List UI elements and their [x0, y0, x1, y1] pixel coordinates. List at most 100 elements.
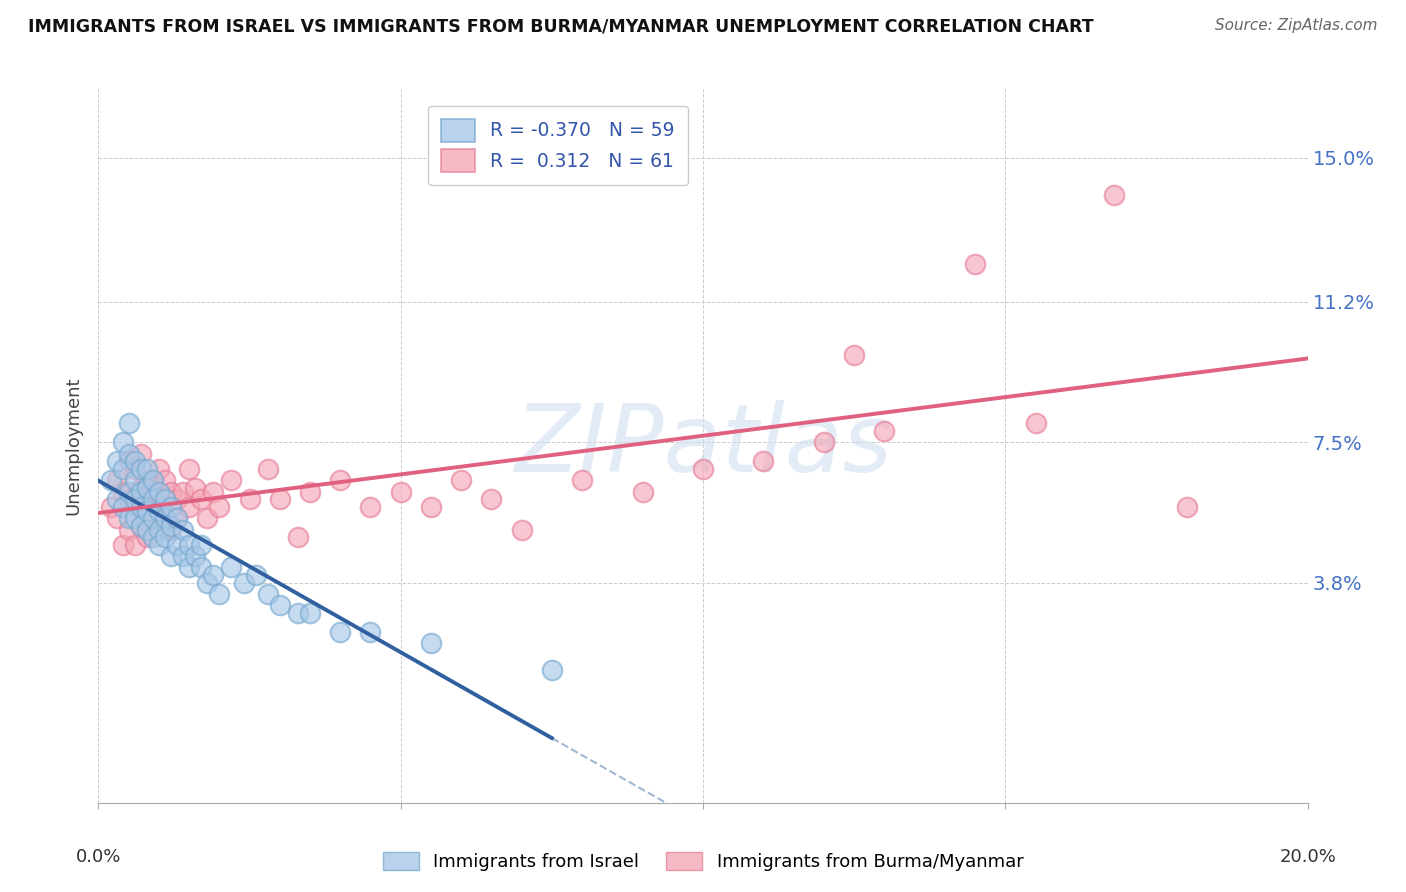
- Point: [124, 473, 146, 487]
- Point: [360, 625, 382, 640]
- Point: [105, 473, 128, 487]
- Point: [389, 484, 412, 499]
- Point: [129, 462, 152, 476]
- Point: [118, 484, 141, 499]
- Point: [1102, 188, 1125, 202]
- Point: [142, 473, 165, 487]
- Point: [148, 503, 170, 517]
- Point: [190, 492, 212, 507]
- Point: [256, 462, 278, 476]
- Point: [166, 492, 188, 507]
- Point: [105, 511, 128, 525]
- Point: [118, 523, 141, 537]
- Point: [129, 481, 152, 495]
- Point: [129, 518, 152, 533]
- Point: [148, 462, 170, 476]
- Legend: R = -0.370   N = 59, R =  0.312   N = 61: R = -0.370 N = 59, R = 0.312 N = 61: [429, 106, 688, 186]
- Point: [124, 454, 146, 468]
- Point: [873, 424, 896, 438]
- Point: [172, 549, 194, 563]
- Point: [142, 492, 165, 507]
- Point: [179, 462, 201, 476]
- Point: [153, 473, 176, 487]
- Text: ZIPatlas: ZIPatlas: [515, 401, 891, 491]
- Point: [118, 447, 141, 461]
- Point: [124, 492, 146, 507]
- Point: [153, 492, 176, 507]
- Point: [195, 575, 218, 590]
- Point: [153, 511, 176, 525]
- Point: [129, 484, 152, 499]
- Point: [166, 538, 188, 552]
- Point: [752, 454, 775, 468]
- Point: [965, 257, 987, 271]
- Point: [184, 549, 207, 563]
- Point: [329, 625, 352, 640]
- Point: [450, 473, 472, 487]
- Point: [160, 500, 183, 514]
- Point: [245, 568, 267, 582]
- Point: [692, 462, 714, 476]
- Point: [208, 587, 231, 601]
- Point: [179, 560, 201, 574]
- Text: 0.0%: 0.0%: [76, 848, 121, 866]
- Point: [481, 492, 503, 507]
- Point: [160, 523, 183, 537]
- Legend: Immigrants from Israel, Immigrants from Burma/Myanmar: Immigrants from Israel, Immigrants from …: [375, 845, 1031, 879]
- Point: [166, 511, 188, 525]
- Point: [124, 511, 146, 525]
- Point: [844, 348, 866, 362]
- Point: [269, 599, 291, 613]
- Point: [153, 530, 176, 544]
- Point: [184, 481, 207, 495]
- Point: [179, 500, 201, 514]
- Point: [195, 511, 218, 525]
- Point: [510, 523, 533, 537]
- Point: [142, 511, 165, 525]
- Y-axis label: Unemployment: Unemployment: [65, 376, 83, 516]
- Text: 20.0%: 20.0%: [1279, 848, 1336, 866]
- Point: [631, 484, 654, 499]
- Point: [1175, 500, 1198, 514]
- Point: [142, 473, 165, 487]
- Point: [202, 568, 225, 582]
- Point: [135, 523, 157, 537]
- Point: [299, 484, 322, 499]
- Point: [111, 500, 134, 514]
- Text: IMMIGRANTS FROM ISRAEL VS IMMIGRANTS FROM BURMA/MYANMAR UNEMPLOYMENT CORRELATION: IMMIGRANTS FROM ISRAEL VS IMMIGRANTS FRO…: [28, 18, 1094, 36]
- Point: [299, 606, 322, 620]
- Point: [813, 435, 835, 450]
- Point: [135, 462, 157, 476]
- Point: [166, 511, 188, 525]
- Point: [100, 473, 122, 487]
- Point: [148, 484, 170, 499]
- Point: [160, 549, 183, 563]
- Point: [221, 473, 243, 487]
- Point: [153, 511, 176, 525]
- Point: [148, 484, 170, 499]
- Point: [105, 454, 128, 468]
- Text: Source: ZipAtlas.com: Source: ZipAtlas.com: [1215, 18, 1378, 33]
- Point: [124, 500, 146, 514]
- Point: [540, 663, 562, 677]
- Point: [1024, 416, 1046, 430]
- Point: [420, 636, 443, 650]
- Point: [111, 538, 134, 552]
- Point: [239, 492, 262, 507]
- Point: [135, 473, 157, 487]
- Point: [190, 560, 212, 574]
- Point: [118, 416, 141, 430]
- Point: [329, 473, 352, 487]
- Point: [160, 484, 183, 499]
- Point: [129, 518, 152, 533]
- Point: [172, 484, 194, 499]
- Point: [142, 492, 165, 507]
- Point: [269, 492, 291, 507]
- Point: [160, 518, 183, 533]
- Point: [179, 538, 201, 552]
- Point: [148, 523, 170, 537]
- Point: [360, 500, 382, 514]
- Point: [111, 462, 134, 476]
- Point: [135, 530, 157, 544]
- Point: [142, 530, 165, 544]
